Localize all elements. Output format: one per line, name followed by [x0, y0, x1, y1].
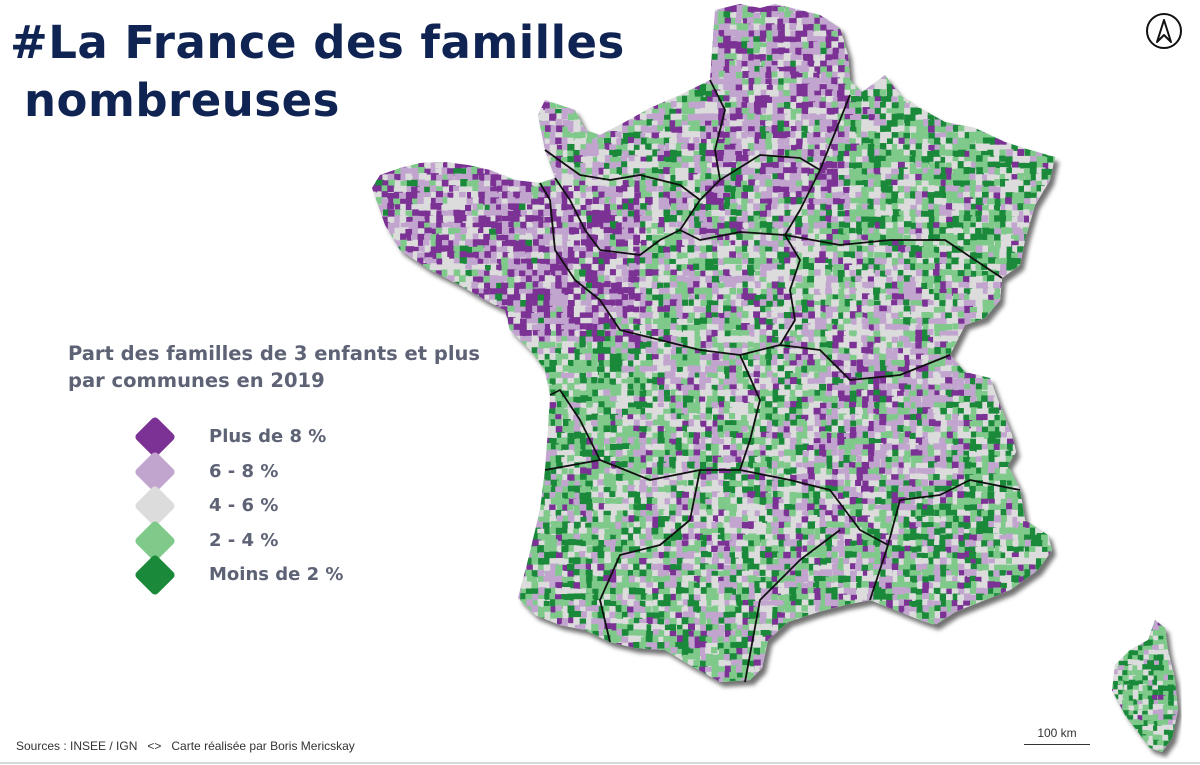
- legend-label: 2 - 4 %: [209, 530, 279, 551]
- legend-item-moins-de-2: Moins de 2 %: [131, 553, 371, 597]
- corsica-texture: [1112, 620, 1178, 752]
- map-title-line1: #La France des familles: [10, 16, 625, 69]
- scale-bar: 100 km: [1024, 726, 1090, 745]
- map-title: #La France des familles nombreuses: [10, 14, 625, 130]
- legend-label: Plus de 8 %: [209, 426, 327, 447]
- legend-swatch: [133, 553, 177, 597]
- legend-title-line2: par communes en 2019: [68, 369, 325, 392]
- scale-bar-line: [1024, 744, 1090, 745]
- source-separator: <>: [147, 739, 162, 753]
- legend-label: Moins de 2 %: [209, 564, 344, 585]
- map-title-line2: nombreuses: [24, 74, 340, 127]
- bottom-divider: [0, 762, 1200, 764]
- north-arrow-icon: [1146, 13, 1182, 49]
- author-credit: Carte réalisée par Boris Mericskay: [171, 739, 355, 753]
- source-text: Sources : INSEE / IGN: [16, 739, 138, 753]
- region-borders: [539, 79, 1021, 683]
- legend-label: 6 - 8 %: [209, 461, 279, 482]
- legend-item-4-6: 4 - 6 %: [131, 484, 371, 528]
- legend-item-plus-de-8: Plus de 8 %: [131, 415, 371, 459]
- legend-label: 4 - 6 %: [209, 495, 279, 516]
- source-credits: Sources : INSEE / IGN <> Carte réalisée pa…: [16, 739, 355, 753]
- scale-bar-label: 100 km: [1037, 726, 1077, 740]
- legend-item-2-4: 2 - 4 %: [131, 519, 371, 563]
- legend-title-line1: Part des familles de 3 enfants et plus: [68, 342, 481, 365]
- legend-item-6-8: 6 - 8 %: [131, 450, 371, 494]
- legend-title: Part des familles de 3 enfants et plus p…: [68, 340, 480, 394]
